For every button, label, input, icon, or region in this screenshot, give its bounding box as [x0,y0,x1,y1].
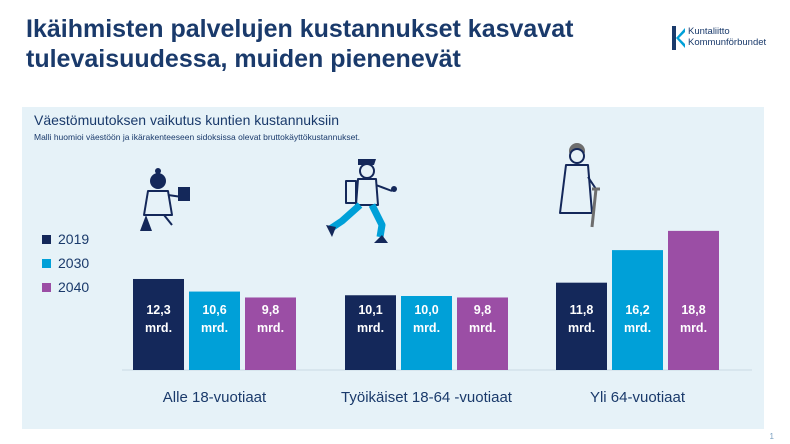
elderly-figure-icon [559,143,600,228]
legend-swatch-2030 [42,258,51,268]
logo-line1: Kuntaliitto [688,26,730,37]
bar-2040-2 [668,230,719,370]
bar-2030-2 [612,250,663,370]
bar-2040-1 [457,297,508,370]
bar-2030-1 [401,296,452,370]
bar-2030-0 [189,291,240,370]
legend: 2019 2030 2040 [42,227,89,299]
legend-label-2030: 2030 [58,255,90,271]
runner-figure-icon [326,159,397,243]
data-label-2040-2: 18,8 [681,303,705,317]
bar-2019-1 [345,295,396,370]
legend-swatch-2019 [42,234,51,244]
data-unit-2040-2: mrd. [680,321,707,335]
data-label-2019-2: 11,8 [570,303,594,317]
chart-panel: Väestömuutoksen vaikutus kuntien kustann… [22,107,774,441]
legend-item-2030: 2030 [42,251,89,275]
chart-subtitle: Malli huomioi väestöön ja ikärakenteesee… [34,132,361,142]
data-label-2030-1: 10,0 [414,303,438,317]
bar-2019-2 [556,282,607,370]
data-unit-2040-1: mrd. [469,321,496,335]
bar-2019-0 [133,278,184,370]
bar-chart: 12,3 mrd. 10,6 mrd. 9,8 mrd. Alle 18-vuotiaat 1… [122,143,752,406]
logo-line2: Kommunförbundet [688,37,767,48]
category-label-1: Työikäiset 18-64 -vuotiaat [341,389,513,406]
child-figure-icon [140,168,190,231]
kuntaliitto-logo-icon [672,26,685,50]
bar-2040-0 [245,297,296,370]
data-unit-2030-2: mrd. [624,321,651,335]
chart-title: Väestömuutoksen vaikutus kuntien kustann… [34,112,340,128]
data-unit-2019-0: mrd. [145,321,172,335]
data-label-2019-0: 12,3 [146,303,170,317]
kuntaliitto-logo: Kuntaliitto Kommunförbundet [672,26,772,58]
legend-item-2019: 2019 [42,227,89,251]
page-number: 1 [769,432,774,441]
data-label-2030-0: 10,6 [202,303,226,317]
data-unit-2030-1: mrd. [413,321,440,335]
legend-label-2040: 2040 [58,279,90,295]
data-unit-2019-2: mrd. [568,321,595,335]
data-unit-2019-1: mrd. [357,321,384,335]
data-label-2030-2: 16,2 [625,303,649,317]
data-unit-2040-0: mrd. [257,321,284,335]
legend-item-2040: 2040 [42,275,89,299]
legend-label-2019: 2019 [58,231,90,247]
data-unit-2030-0: mrd. [201,321,228,335]
category-label-0: Alle 18-vuotiaat [163,389,267,406]
data-label-2040-0: 9,8 [262,303,279,317]
category-label-2: Yli 64-vuotiaat [590,389,686,406]
legend-swatch-2040 [42,282,51,292]
data-label-2040-1: 9,8 [474,303,491,317]
data-label-2019-1: 10,1 [358,303,382,317]
page-title: Ikäihmisten palvelujen kustannukset kasv… [26,15,574,73]
